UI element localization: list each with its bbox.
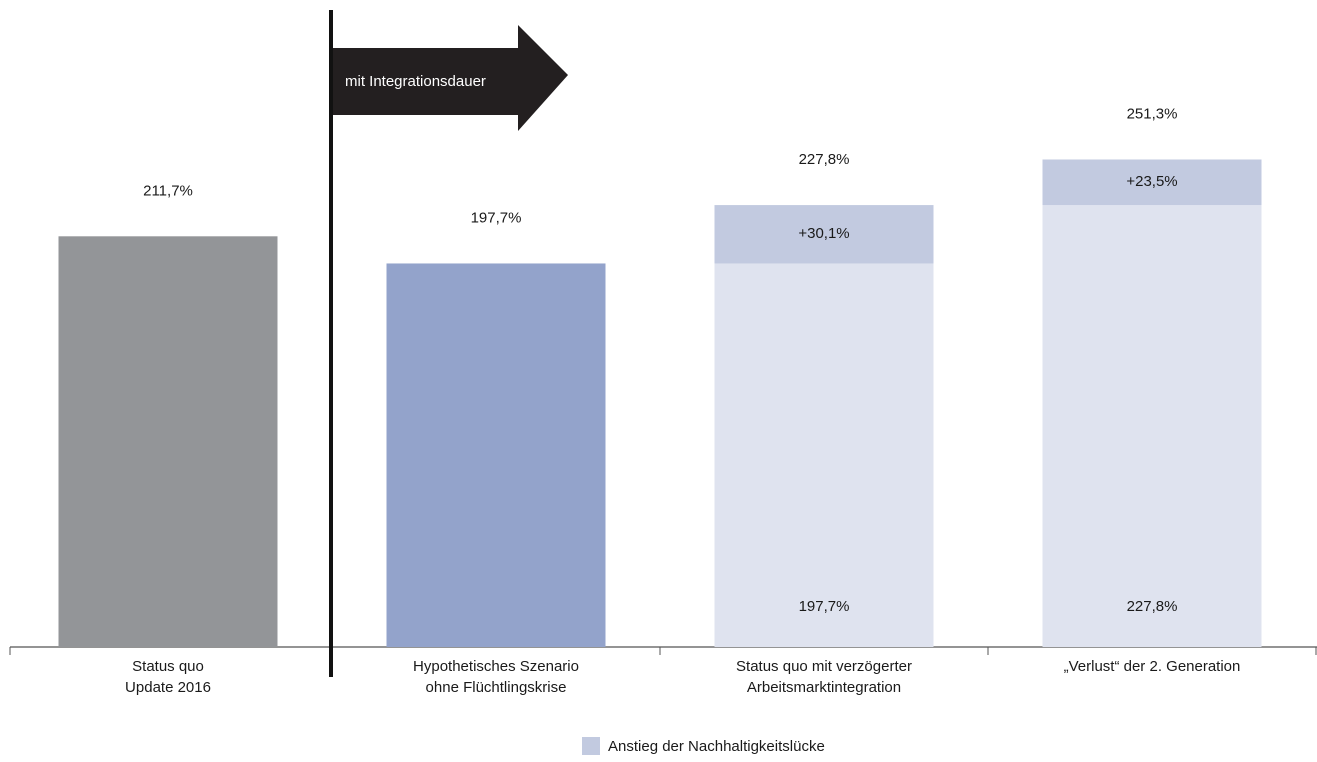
value-label: +23,5% bbox=[1126, 173, 1177, 190]
bar-segment bbox=[58, 236, 278, 647]
value-label: 211,7% bbox=[143, 182, 193, 199]
total-label: 227,8% bbox=[799, 151, 850, 168]
legend-label: Anstieg der Nachhaltigkeitslücke bbox=[608, 738, 825, 755]
bar-segment bbox=[1042, 159, 1262, 206]
bar-segment bbox=[1042, 205, 1262, 647]
total-label: 251,3% bbox=[1127, 105, 1178, 122]
x-tick-label-line: „Verlust“ der 2. Generation bbox=[1064, 658, 1241, 675]
x-tick-label: Status quo mit verzögerter Arbeitsmarktin… bbox=[736, 658, 912, 696]
arrow bbox=[333, 25, 568, 131]
value-label: 227,8% bbox=[1127, 598, 1178, 615]
x-tick-label-line: ohne Flüchtlingskrise bbox=[426, 679, 567, 696]
x-tick-label-line: Status quo bbox=[132, 658, 204, 675]
x-tick-label-line: Hypothetisches Szenario bbox=[413, 658, 579, 675]
value-label: 197,7% bbox=[471, 209, 522, 226]
x-tick-label: Hypothetisches Szenario ohne Flüchtlingsk… bbox=[413, 658, 579, 696]
value-label: +30,1% bbox=[798, 225, 849, 242]
value-label: 197,7% bbox=[799, 598, 850, 615]
bar-segment bbox=[714, 205, 934, 264]
legend-swatch bbox=[582, 737, 600, 755]
x-tick-label-line: Arbeitsmarktintegration bbox=[747, 679, 901, 696]
bar-segment bbox=[714, 263, 934, 647]
x-tick-label: Status quo Update 2016 bbox=[125, 658, 211, 696]
annotation: mit Integrationsdauer bbox=[345, 73, 486, 90]
bar-segment bbox=[386, 263, 606, 647]
x-tick-label-line: Update 2016 bbox=[125, 679, 211, 696]
x-tick-label-line: Status quo mit verzögerter bbox=[736, 658, 912, 675]
x-tick-label: „Verlust“ der 2. Generation bbox=[1064, 658, 1241, 675]
